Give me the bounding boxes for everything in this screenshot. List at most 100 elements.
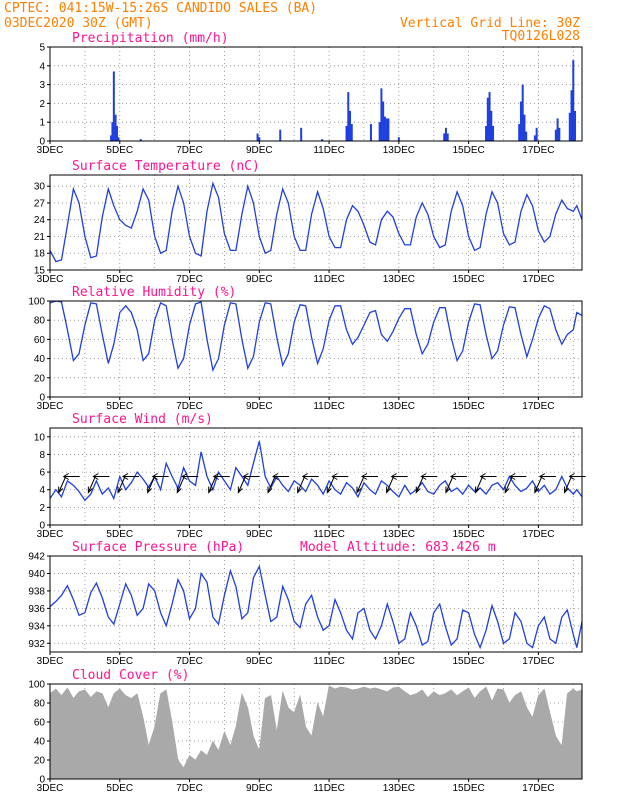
xtick-label: 5DEC	[106, 783, 133, 794]
xtick-label: 13DEC	[383, 783, 415, 794]
header-date: 03DEC2020 30Z (GMT)	[4, 16, 153, 31]
xtick-label: 15DEC	[452, 145, 484, 156]
precip-bar	[300, 127, 303, 141]
xtick-label: 15DEC	[452, 656, 484, 667]
ytick-label: 100	[28, 297, 45, 308]
wind-barb	[58, 473, 80, 494]
precip-bar	[347, 92, 350, 141]
xtick-label: 17DEC	[522, 783, 554, 794]
precip-bar	[485, 125, 488, 141]
ytick-label: 942	[28, 552, 45, 563]
xtick-label: 11DEC	[313, 145, 345, 156]
cloud-title: Cloud Cover (%)	[72, 668, 189, 683]
xtick-label: 17DEC	[522, 274, 554, 285]
wind-barb	[504, 473, 527, 494]
wind-barb	[117, 473, 140, 494]
xtick-label: 17DEC	[522, 145, 554, 156]
precip-bar	[345, 125, 348, 141]
precip-bar	[556, 118, 559, 141]
xtick-label: 9DEC	[246, 274, 273, 285]
ytick-label: 10	[34, 432, 46, 443]
xtick-label: 9DEC	[246, 783, 273, 794]
xtick-label: 3DEC	[37, 274, 64, 285]
xtick-label: 3DEC	[37, 656, 64, 667]
xtick-label: 5DEC	[106, 274, 133, 285]
xtick-label: 13DEC	[383, 401, 415, 412]
precip-bar	[139, 139, 142, 141]
xtick-label: 9DEC	[246, 656, 273, 667]
wind-barb	[564, 473, 586, 494]
precip-bar	[397, 137, 400, 141]
ytick-label: 18	[34, 249, 46, 260]
ytick-label: 932	[28, 639, 45, 650]
xtick-label: 5DEC	[106, 656, 133, 667]
xtick-label: 13DEC	[383, 274, 415, 285]
xtick-label: 11DEC	[313, 274, 345, 285]
ytick-label: 6	[39, 468, 45, 479]
ytick-label: 3	[39, 80, 45, 91]
xtick-label: 3DEC	[37, 401, 64, 412]
ytick-label: 938	[28, 586, 45, 597]
ytick-label: 40	[34, 354, 46, 365]
precip-bar	[112, 71, 115, 141]
ytick-label: 80	[34, 316, 46, 327]
wind-barb	[534, 473, 556, 494]
panel-cloud: 0 20 40 60 80 100 3DEC 5DEC 7DEC 9DEC 11DEC 13DEC 15…	[28, 668, 583, 794]
precip-bar	[488, 92, 491, 141]
precip-bar	[486, 97, 489, 141]
panel-wind: 0 2 4 6 8 10 3DEC 5DEC 7DEC 9DEC 11DEC 13DEC 15DEC 17…	[34, 412, 586, 540]
precip-bar	[525, 131, 528, 141]
xtick-label: 17DEC	[522, 401, 554, 412]
precip-bar	[446, 133, 449, 141]
ytick-label: 60	[34, 335, 46, 346]
panel-pressure: 932 934 936 938 940 942 3DEC 5DEC 7DEC 9DEC 11DEC 1…	[28, 540, 583, 667]
xtick-label: 11DEC	[313, 529, 345, 540]
panel-frame	[49, 46, 583, 142]
xtick-label: 17DEC	[522, 529, 554, 540]
xtick-label: 9DEC	[246, 401, 273, 412]
xtick-label: 15DEC	[452, 401, 484, 412]
precip-title: Precipitation (mm/h)	[72, 31, 229, 46]
ytick-label: 21	[34, 232, 46, 243]
panel-precip: 0 1 2 3 4 5 3DEC 5DEC 7DEC 9DEC 11DEC 13DEC 15DEC 17D…	[37, 31, 583, 156]
panel-temperature: 15 18 21 24 27 30 3DEC 5DEC 7DEC 9DEC 11DEC 13DEC 15…	[34, 159, 583, 285]
precip-bar	[256, 133, 259, 141]
xtick-label: 15DEC	[452, 274, 484, 285]
precip-bar	[570, 90, 573, 141]
precip-bar	[369, 124, 372, 141]
xtick-label: 13DEC	[383, 656, 415, 667]
wind-barb	[445, 473, 467, 494]
xtick-label: 7DEC	[176, 274, 203, 285]
pressure-series-line	[49, 564, 583, 650]
wind-barb	[237, 473, 260, 494]
precip-bar	[444, 127, 447, 141]
wind-barb	[415, 473, 438, 494]
xtick-label: 9DEC	[246, 529, 273, 540]
ytick-label: 0	[39, 137, 45, 148]
xtick-label: 7DEC	[176, 656, 203, 667]
ytick-label: 24	[34, 215, 46, 226]
precip-bar	[385, 118, 388, 141]
precip-bar	[378, 122, 381, 141]
header-code: TQ0126L028	[502, 29, 580, 44]
temperature-title: Surface Temperature (nC)	[72, 159, 260, 174]
precip-bar	[523, 114, 526, 141]
xtick-label: 13DEC	[383, 145, 415, 156]
precip-bar	[572, 60, 575, 141]
humidity-series-line	[49, 300, 583, 373]
wind-barb	[147, 473, 169, 494]
precip-bar	[574, 110, 577, 141]
xtick-label: 3DEC	[37, 529, 64, 540]
xtick-label: 15DEC	[452, 529, 484, 540]
precip-bar	[115, 125, 118, 141]
ytick-label: 1	[39, 118, 45, 129]
precip-bar	[321, 139, 324, 141]
xtick-label: 7DEC	[176, 401, 203, 412]
panel-frame	[49, 174, 583, 271]
xtick-label: 17DEC	[522, 656, 554, 667]
precip-bar	[568, 112, 571, 141]
panel-frame	[49, 300, 583, 398]
xtick-label: 13DEC	[383, 529, 415, 540]
model-altitude-label: Model Altitude: 683.426 m	[300, 540, 496, 555]
